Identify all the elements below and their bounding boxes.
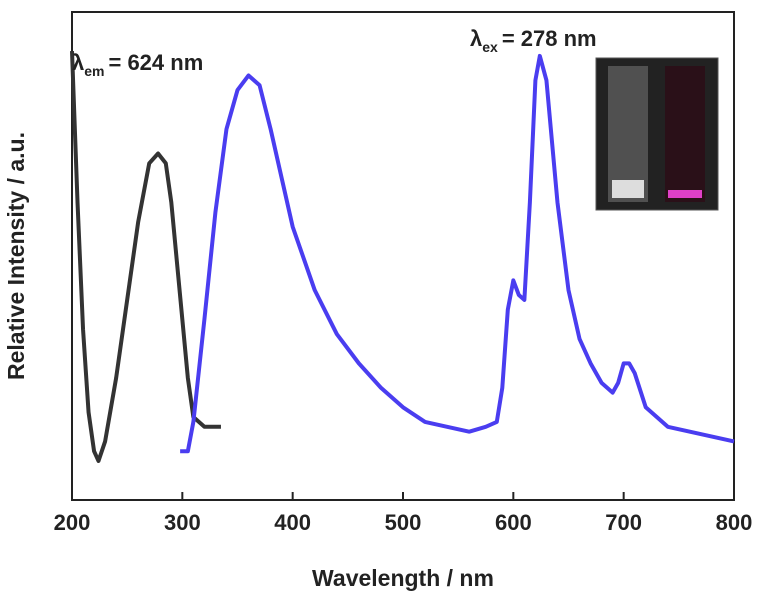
annotation-subscript: ex <box>482 39 498 55</box>
x-tick-label: 300 <box>164 510 201 535</box>
x-tick-label: 500 <box>385 510 422 535</box>
x-tick-label: 700 <box>605 510 642 535</box>
annotation: λem = 624 nm <box>72 50 203 79</box>
x-tick-label: 600 <box>495 510 532 535</box>
inset-photo <box>595 57 719 211</box>
x-axis-label: Wavelength / nm <box>312 565 494 591</box>
line-series <box>70 50 221 463</box>
annotation-symbol: λ <box>470 26 482 51</box>
line-series <box>180 53 735 454</box>
annotation-text: = 278 nm <box>502 26 597 51</box>
x-tick-label: 800 <box>716 510 753 535</box>
x-tick-label: 400 <box>274 510 311 535</box>
x-tick-label: 200 <box>54 510 91 535</box>
annotation-subscript: em <box>84 63 104 79</box>
annotation-text: = 624 nm <box>108 50 203 75</box>
y-axis-label: Relative Intensity / a.u. <box>3 132 29 380</box>
annotation: λex = 278 nm <box>470 26 597 55</box>
annotation-symbol: λ <box>72 50 84 75</box>
